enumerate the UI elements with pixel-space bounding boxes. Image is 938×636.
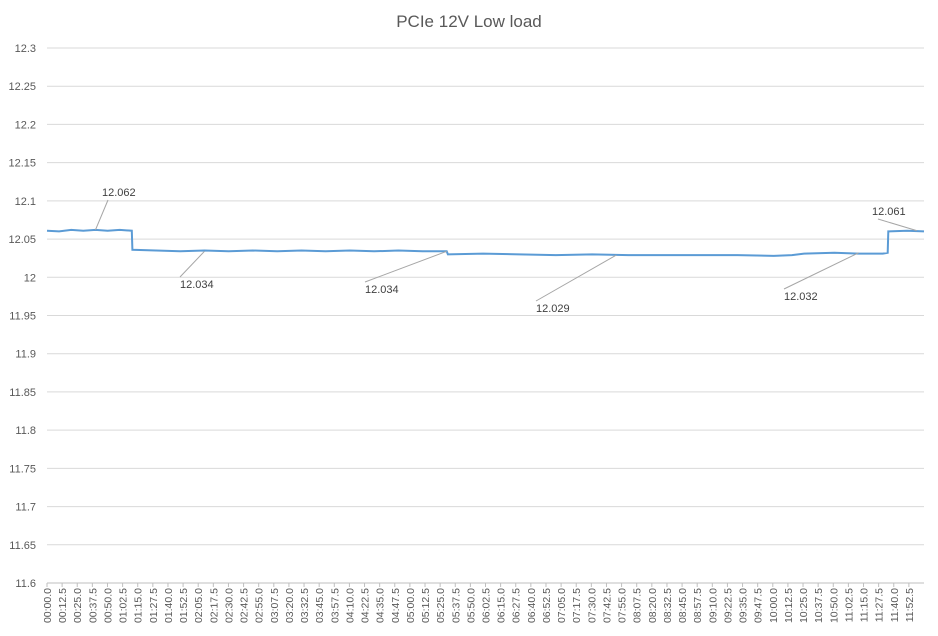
x-tick-label: 00:37.5 xyxy=(87,588,99,623)
x-tick-label: 03:57.5 xyxy=(329,588,341,623)
x-tick-label: 02:55.0 xyxy=(254,588,266,623)
chart-title: PCIe 12V Low load xyxy=(396,12,542,31)
x-tick-label: 08:32.5 xyxy=(662,588,674,623)
x-tick-label: 11:02.5 xyxy=(843,588,855,622)
y-tick-label: 12.1 xyxy=(15,196,36,208)
x-tick-label: 08:45.0 xyxy=(677,588,689,623)
x-tick-label: 08:20.0 xyxy=(647,588,659,623)
x-tick-label: 09:22.5 xyxy=(722,588,734,623)
x-tick-label: 08:57.5 xyxy=(692,588,704,623)
y-tick-label: 11.95 xyxy=(9,311,36,323)
x-tick-label: 11:52.5 xyxy=(904,588,916,622)
y-tick-label: 11.9 xyxy=(15,349,36,361)
annotation-leader-line xyxy=(179,250,205,278)
x-tick-label: 03:20.0 xyxy=(284,588,296,623)
x-tick-label: 04:10.0 xyxy=(344,588,356,623)
x-tick-label: 10:00.0 xyxy=(768,588,780,623)
x-tick-label: 06:40.0 xyxy=(526,588,538,623)
x-tick-label: 02:05.0 xyxy=(193,588,205,623)
x-tick-label: 09:47.5 xyxy=(753,588,765,623)
x-tick-label: 00:50.0 xyxy=(102,588,114,623)
x-tick-label: 02:17.5 xyxy=(208,588,220,623)
x-tick-label: 00:12.5 xyxy=(57,588,69,623)
data-label: 12.034 xyxy=(365,284,399,296)
y-tick-label: 11.85 xyxy=(9,387,36,399)
x-tick-label: 05:12.5 xyxy=(420,588,432,623)
x-tick-label: 06:27.5 xyxy=(511,588,523,623)
x-tick-label: 04:47.5 xyxy=(390,588,402,623)
x-tick-label: 04:35.0 xyxy=(375,588,387,623)
x-tick-label: 07:17.5 xyxy=(571,588,583,623)
x-tick-label: 09:35.0 xyxy=(738,588,750,623)
x-tick-label: 10:50.0 xyxy=(828,588,840,623)
x-tick-label: 01:02.5 xyxy=(118,588,130,623)
x-tick-label: 07:55.0 xyxy=(617,588,629,623)
data-label: 12.061 xyxy=(872,206,906,218)
y-tick-label: 12.25 xyxy=(8,81,36,93)
annotation-leader-line xyxy=(783,252,859,290)
x-tick-label: 09:10.0 xyxy=(707,588,719,623)
annotation-leader-line xyxy=(94,199,109,231)
data-label: 12.034 xyxy=(180,279,214,291)
x-tick-label: 06:02.5 xyxy=(481,588,493,623)
x-tick-label: 07:30.0 xyxy=(586,588,598,623)
x-tick-label: 01:40.0 xyxy=(163,588,175,623)
x-tick-label: 00:25.0 xyxy=(72,588,84,623)
x-tick-label: 05:37.5 xyxy=(450,588,462,623)
x-tick-label: 07:42.5 xyxy=(601,588,613,623)
x-tick-label: 03:45.0 xyxy=(314,588,326,623)
y-tick-label: 11.8 xyxy=(15,425,36,437)
data-label: 12.029 xyxy=(536,303,570,315)
y-tick-label: 12.05 xyxy=(8,234,36,246)
x-tick-label: 01:15.0 xyxy=(133,588,145,623)
annotation-leader-line xyxy=(535,254,617,302)
annotation-leader-line xyxy=(364,250,447,283)
x-tick-label: 10:25.0 xyxy=(798,588,810,623)
annotation-leader-line xyxy=(877,218,917,232)
x-tick-label: 00:00.0 xyxy=(42,588,54,623)
data-label: 12.032 xyxy=(784,291,818,303)
x-tick-label: 06:15.0 xyxy=(496,588,508,623)
x-tick-label: 03:32.5 xyxy=(299,588,311,623)
y-tick-label: 12.2 xyxy=(15,119,36,131)
x-tick-label: 04:22.5 xyxy=(360,588,372,623)
data-series-line xyxy=(46,228,925,257)
x-tick-label: 02:42.5 xyxy=(239,588,251,623)
x-tick-label: 10:37.5 xyxy=(813,588,825,623)
data-label: 12.062 xyxy=(102,187,136,199)
x-tick-label: 08:07.5 xyxy=(632,588,644,623)
x-tick-label: 03:07.5 xyxy=(269,588,281,623)
x-tick-label: 01:52.5 xyxy=(178,588,190,623)
y-tick-label: 12.3 xyxy=(15,43,36,55)
x-tick-label: 07:05.0 xyxy=(556,588,568,623)
x-tick-label: 05:25.0 xyxy=(435,588,447,623)
x-tick-label: 11:15.0 xyxy=(859,588,871,622)
y-tick-label: 12.15 xyxy=(8,158,36,170)
y-tick-label: 11.65 xyxy=(9,540,36,552)
x-tick-label: 05:00.0 xyxy=(405,588,417,623)
x-tick-label: 06:52.5 xyxy=(541,588,553,623)
y-tick-label: 11.75 xyxy=(9,463,36,475)
x-tick-label: 11:27.5 xyxy=(874,588,886,622)
x-tick-label: 11:40.0 xyxy=(889,588,901,622)
y-tick-label: 11.7 xyxy=(15,502,36,514)
x-tick-label: 02:30.0 xyxy=(223,588,235,623)
x-tick-label: 05:50.0 xyxy=(465,588,477,623)
x-tick-label: 10:12.5 xyxy=(783,588,795,623)
y-tick-label: 12 xyxy=(24,272,36,284)
y-tick-label: 11.6 xyxy=(15,578,36,590)
x-tick-label: 01:27.5 xyxy=(148,588,160,623)
